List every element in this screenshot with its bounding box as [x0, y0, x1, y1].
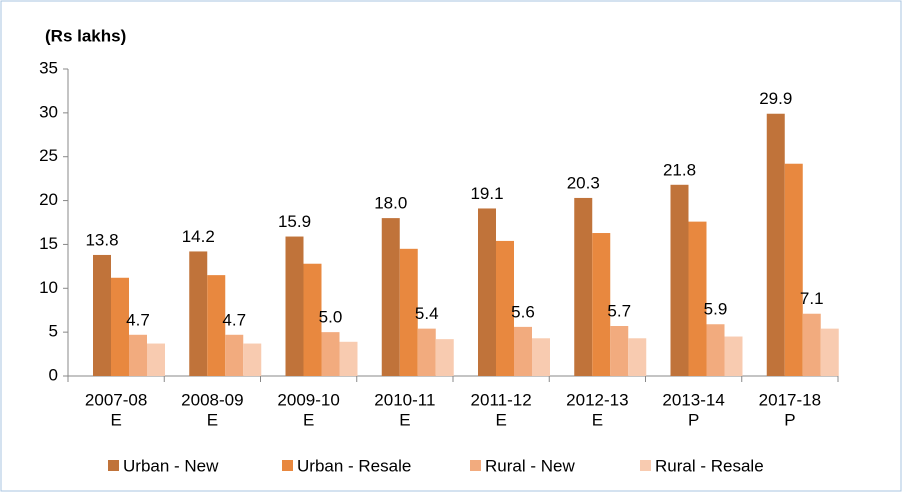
y-tick-label: 10 — [39, 278, 58, 297]
data-label: 20.3 — [567, 173, 600, 192]
bar — [532, 338, 550, 376]
x-tick-label: E — [399, 410, 410, 429]
bar — [688, 221, 707, 376]
data-label: 5.7 — [607, 301, 631, 320]
data-label: 5.0 — [319, 308, 343, 327]
legend-swatch — [108, 460, 119, 471]
legend-label: Urban - New — [123, 456, 219, 475]
data-label: 18.0 — [374, 194, 407, 213]
bar — [478, 208, 496, 376]
bar — [574, 197, 593, 376]
x-tick-label: E — [303, 410, 314, 429]
bar — [207, 275, 226, 376]
bar — [303, 263, 322, 376]
bar — [417, 328, 436, 376]
x-tick-label: P — [784, 410, 795, 429]
x-tick-label: E — [110, 410, 121, 429]
y-tick-label: 0 — [49, 365, 58, 384]
data-label: 4.7 — [126, 310, 150, 329]
y-tick-label: 30 — [39, 102, 58, 121]
bar — [243, 343, 262, 376]
x-tick-label: 2010-11 — [374, 390, 435, 409]
legend-swatch — [470, 460, 481, 471]
bar — [435, 339, 454, 376]
data-label: 7.1 — [800, 289, 824, 308]
y-axis-label: (Rs lakhs) — [45, 26, 126, 45]
bar — [225, 334, 244, 376]
legend-swatch — [640, 460, 651, 471]
data-label: 4.7 — [222, 310, 246, 329]
bar — [93, 254, 111, 376]
data-label: 5.4 — [415, 304, 439, 323]
data-label: 5.9 — [704, 300, 728, 319]
data-label: 29.9 — [759, 89, 792, 108]
legend-label: Rural - New — [485, 456, 575, 475]
y-tick-label: 25 — [39, 146, 58, 165]
bar — [514, 326, 532, 376]
data-label: 21.8 — [663, 160, 696, 179]
bar — [766, 113, 785, 376]
x-tick-label: E — [495, 410, 506, 429]
bar — [285, 236, 304, 376]
x-tick-label: 2011-12 — [471, 390, 532, 409]
bar — [592, 233, 611, 376]
data-label: 15.9 — [278, 212, 311, 231]
data-label: 5.6 — [511, 302, 535, 321]
x-tick-label: E — [207, 410, 218, 429]
data-label: 14.2 — [182, 227, 215, 246]
x-tick-label: 2008-09 — [181, 390, 243, 409]
bar — [784, 163, 803, 376]
bar — [628, 338, 647, 376]
bar — [399, 248, 418, 376]
bar — [321, 332, 340, 376]
bar — [820, 328, 839, 376]
data-label: 19.1 — [470, 184, 503, 203]
bar — [129, 334, 147, 376]
x-tick-label: 2009-10 — [277, 390, 339, 409]
bar — [610, 326, 629, 376]
x-tick-label: 2013-14 — [662, 390, 724, 409]
bar — [670, 184, 689, 376]
y-tick-label: 20 — [39, 190, 58, 209]
y-tick-label: 15 — [39, 234, 58, 253]
x-tick-label: 2007-08 — [85, 390, 147, 409]
bar — [189, 251, 208, 376]
bar — [381, 218, 400, 376]
bar — [111, 277, 129, 376]
legend-label: Urban - Resale — [297, 456, 411, 475]
bar — [147, 343, 165, 376]
y-tick-label: 35 — [39, 58, 58, 77]
x-tick-label: 2017-18 — [759, 390, 821, 409]
data-label: 13.8 — [85, 230, 118, 249]
bar — [339, 341, 358, 376]
bar — [802, 313, 821, 376]
y-tick-label: 5 — [49, 322, 58, 341]
x-tick-label: 2012-13 — [566, 390, 628, 409]
legend-swatch — [282, 460, 293, 471]
bar — [706, 324, 725, 376]
x-tick-label: P — [688, 410, 699, 429]
bar — [496, 240, 514, 376]
bar — [724, 336, 743, 376]
legend-label: Rural - Resale — [655, 456, 764, 475]
x-tick-label: E — [592, 410, 603, 429]
